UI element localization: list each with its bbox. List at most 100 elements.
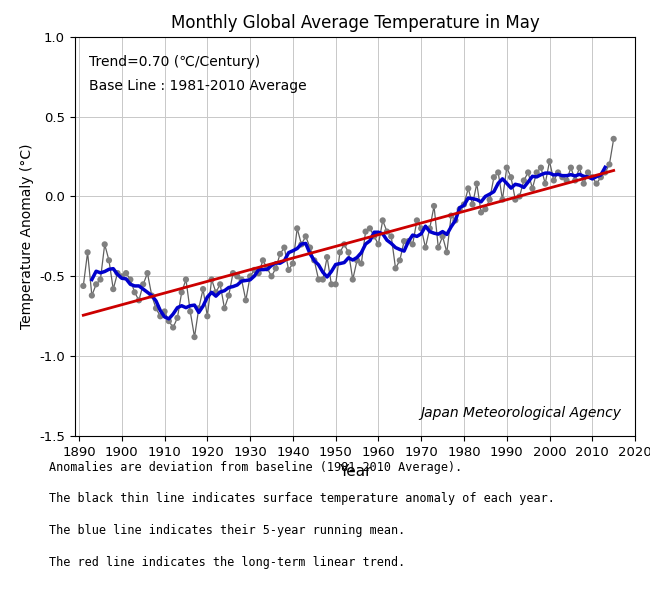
Point (527, 184, 538, 193)
Point (348, 274, 358, 284)
Point (416, 223, 426, 233)
Point (207, 274, 217, 284)
Point (523, 168, 533, 178)
Point (356, 259, 367, 268)
Point (232, 271, 242, 281)
Point (270, 264, 281, 273)
Point (164, 316, 174, 326)
Point (544, 156, 554, 166)
Point (172, 313, 183, 323)
Point (553, 168, 564, 178)
Point (339, 240, 350, 249)
Point (78, 281, 88, 291)
Point (185, 307, 196, 317)
Point (279, 243, 289, 253)
Point (292, 223, 302, 233)
Point (429, 201, 439, 211)
Point (134, 295, 144, 305)
Point (198, 284, 208, 294)
Point (177, 287, 187, 297)
Point (151, 303, 161, 313)
Point (129, 287, 140, 297)
Point (125, 274, 136, 284)
Point (463, 184, 473, 193)
Point (86, 290, 97, 300)
Point (91, 279, 101, 289)
Point (433, 243, 443, 253)
Point (600, 168, 610, 178)
Point (450, 215, 461, 225)
Point (583, 168, 593, 178)
Point (219, 303, 229, 313)
Point (459, 199, 469, 209)
Point (146, 290, 157, 300)
Point (441, 248, 452, 257)
Point (403, 236, 413, 246)
Point (249, 265, 259, 275)
Point (245, 271, 255, 281)
Point (142, 268, 153, 278)
Point (437, 231, 448, 241)
Text: The red line indicates the long-term linear trend.: The red line indicates the long-term lin… (49, 556, 405, 569)
Point (476, 207, 486, 217)
Point (386, 231, 396, 241)
Point (83, 248, 93, 257)
Point (194, 303, 204, 313)
Point (489, 173, 499, 182)
Point (343, 248, 354, 257)
Point (240, 295, 251, 305)
Point (168, 323, 178, 332)
Text: Japan Meteorological Agency: Japan Meteorological Agency (420, 406, 621, 420)
Point (382, 227, 392, 237)
Point (296, 240, 307, 249)
Point (211, 287, 221, 297)
Point (608, 134, 619, 144)
Point (215, 279, 226, 289)
Point (365, 223, 375, 233)
Point (540, 179, 551, 188)
Point (326, 279, 337, 289)
Point (300, 231, 311, 241)
Point (266, 271, 277, 281)
Point (446, 210, 456, 220)
Point (275, 249, 285, 259)
Point (330, 279, 341, 289)
Point (258, 256, 268, 265)
Point (254, 268, 264, 278)
Point (562, 176, 572, 185)
Point (335, 248, 345, 257)
Point (411, 215, 422, 225)
Point (104, 256, 114, 265)
Point (467, 199, 478, 209)
Point (360, 227, 370, 237)
Point (557, 173, 567, 182)
Point (224, 290, 234, 300)
Point (373, 240, 384, 249)
Point (112, 268, 123, 278)
Point (313, 274, 324, 284)
Point (574, 163, 584, 173)
Point (502, 163, 512, 173)
Point (484, 195, 495, 204)
Point (421, 243, 431, 253)
Point (352, 256, 362, 265)
Point (514, 192, 525, 201)
Text: The blue line indicates their 5-year running mean.: The blue line indicates their 5-year run… (49, 524, 405, 537)
Point (288, 259, 298, 268)
Point (181, 274, 191, 284)
Point (138, 279, 148, 289)
Point (95, 274, 105, 284)
Point (369, 231, 380, 241)
Point (480, 204, 491, 214)
Point (391, 264, 401, 273)
Point (155, 311, 166, 321)
Point (592, 179, 602, 188)
Point (510, 195, 521, 204)
Title: Monthly Global Average Temperature in May: Monthly Global Average Temperature in Ma… (170, 14, 540, 32)
Point (318, 274, 328, 284)
Point (237, 274, 247, 284)
Point (309, 256, 319, 265)
Point (262, 264, 272, 273)
Point (497, 195, 508, 204)
Text: Trend=0.70 (℃/Century): Trend=0.70 (℃/Century) (89, 54, 260, 68)
